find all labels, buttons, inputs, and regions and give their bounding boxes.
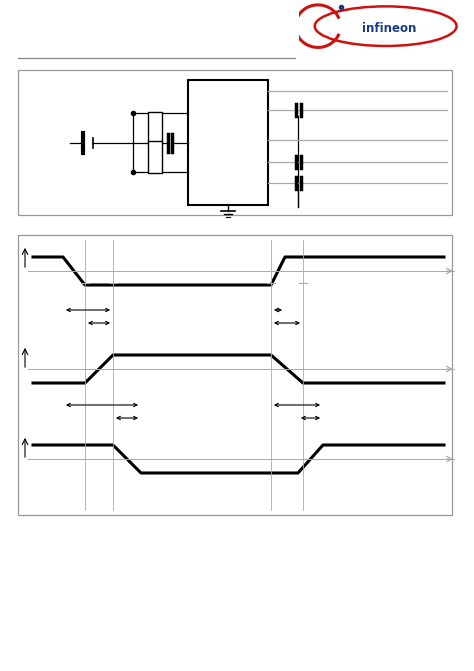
Bar	[188, 80, 268, 205]
Bar	[18, 235, 452, 515]
Bar	[18, 70, 452, 215]
Ellipse shape	[315, 6, 456, 46]
Text: infineon: infineon	[362, 21, 416, 35]
Bar	[148, 112, 162, 144]
Bar	[148, 142, 162, 173]
